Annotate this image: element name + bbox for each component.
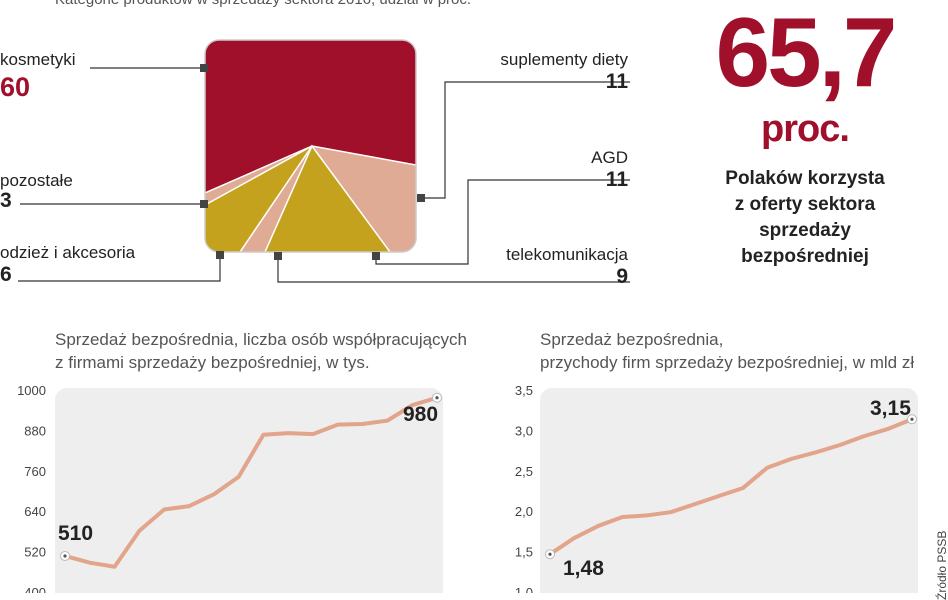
chart2-start-point-dot — [548, 552, 552, 556]
marker-pozostale — [200, 200, 208, 208]
top-caption: Kategorie produktów w sprzedaży sektora … — [55, 0, 471, 8]
leader-agd — [375, 179, 630, 265]
value-agd: 11 — [605, 168, 628, 191]
chart2-y-tick-label: 3,0 — [515, 423, 533, 438]
value-suplementy: 11 — [605, 70, 628, 93]
chart2-y-tick-label: 1,0 — [515, 585, 533, 593]
label-odziez: odzież i akcesoria — [0, 243, 136, 262]
value-pozostale: 3 — [0, 189, 12, 212]
label-telekomunikacja: telekomunikacja — [506, 245, 628, 264]
chart-frame — [204, 39, 417, 253]
label-kosmetyki: kosmetyki — [0, 50, 76, 69]
chart2-title: Sprzedaż bezpośrednia, przychody firm sp… — [540, 328, 914, 374]
marker-kosmetyki — [200, 64, 208, 72]
chart2-y-tick-label: 3,5 — [515, 383, 533, 398]
chart1-y-tick-label: 640 — [24, 504, 46, 519]
chart1-series-line — [63, 395, 439, 569]
chart1-y-tick-label: 760 — [24, 464, 46, 479]
chart1-title: Sprzedaż bezpośrednia, liczba osób współ… — [55, 328, 467, 374]
leader-telekomunikacja — [277, 256, 630, 283]
label-pozostale: pozostałe — [0, 171, 73, 190]
region-telekomunikacja — [265, 146, 390, 252]
region-odziez — [205, 146, 312, 252]
chart1-y-tick-label: 520 — [24, 545, 46, 560]
category-regions — [205, 40, 416, 252]
leader-suplementy — [421, 81, 630, 199]
chart2-title-line: Sprzedaż bezpośrednia, — [540, 330, 724, 349]
value-kosmetyki: 60 — [0, 72, 31, 102]
chart2-series-line — [548, 417, 914, 557]
stat-text-line: bezpośredniej — [741, 246, 869, 267]
chart2-title-line: przychody firm sprzedaży bezpośredniej, … — [540, 353, 915, 372]
value-odziez: 6 — [0, 263, 12, 286]
stat-text-line: Polaków korzysta — [725, 168, 885, 189]
chart1-y-tick-label: 400 — [24, 585, 46, 593]
stat-text-line: z oferty sektora — [734, 194, 876, 215]
chart2-end-point-dot — [910, 417, 914, 421]
chart1-end-point-dot — [435, 396, 439, 400]
chart1-y-tick-label: 1000 — [17, 383, 46, 398]
chart2-y-tick-label: 2,0 — [515, 504, 533, 519]
chart2-y-tick-label: 2,5 — [515, 464, 533, 479]
leader-odziez — [18, 255, 221, 282]
chart1-end-label: 980 — [403, 403, 438, 426]
chart2-plot-bg — [540, 388, 918, 593]
chart1-y-tick-label: 880 — [24, 423, 46, 438]
marker-suplementy — [417, 194, 425, 202]
value-telekomunikacja: 9 — [616, 265, 628, 288]
source-note: Źródło PSSB — [935, 530, 948, 600]
chart1-start-label: 510 — [58, 522, 93, 545]
chart1-plot-bg — [55, 388, 443, 593]
stat-text: Polaków korzysta z oferty sektora sprzed… — [700, 166, 910, 270]
label-suplementy: suplementy diety — [500, 50, 628, 69]
stat-text-line: sprzedaży — [759, 220, 851, 241]
chart1-start-point-dot — [63, 554, 67, 558]
region-divider — [264, 144, 391, 252]
marker-agd — [372, 252, 380, 260]
chart1-title-line: Sprzedaż bezpośrednia, liczba osób współ… — [55, 330, 468, 349]
chart2-y-tick-label: 1,5 — [515, 545, 533, 560]
marker-telekomunikacja — [274, 252, 282, 260]
label-agd: AGD — [591, 148, 628, 167]
chart2-end-label: 3,15 — [870, 397, 911, 420]
chart1-title-line: z firmami sprzedaży bezpośredniej, w tys… — [55, 353, 370, 372]
marker-odziez — [216, 251, 224, 259]
stat-unit: proc. — [761, 108, 850, 150]
stat-value: 65,7 — [715, 0, 898, 107]
chart2-start-label: 1,48 — [563, 557, 604, 580]
